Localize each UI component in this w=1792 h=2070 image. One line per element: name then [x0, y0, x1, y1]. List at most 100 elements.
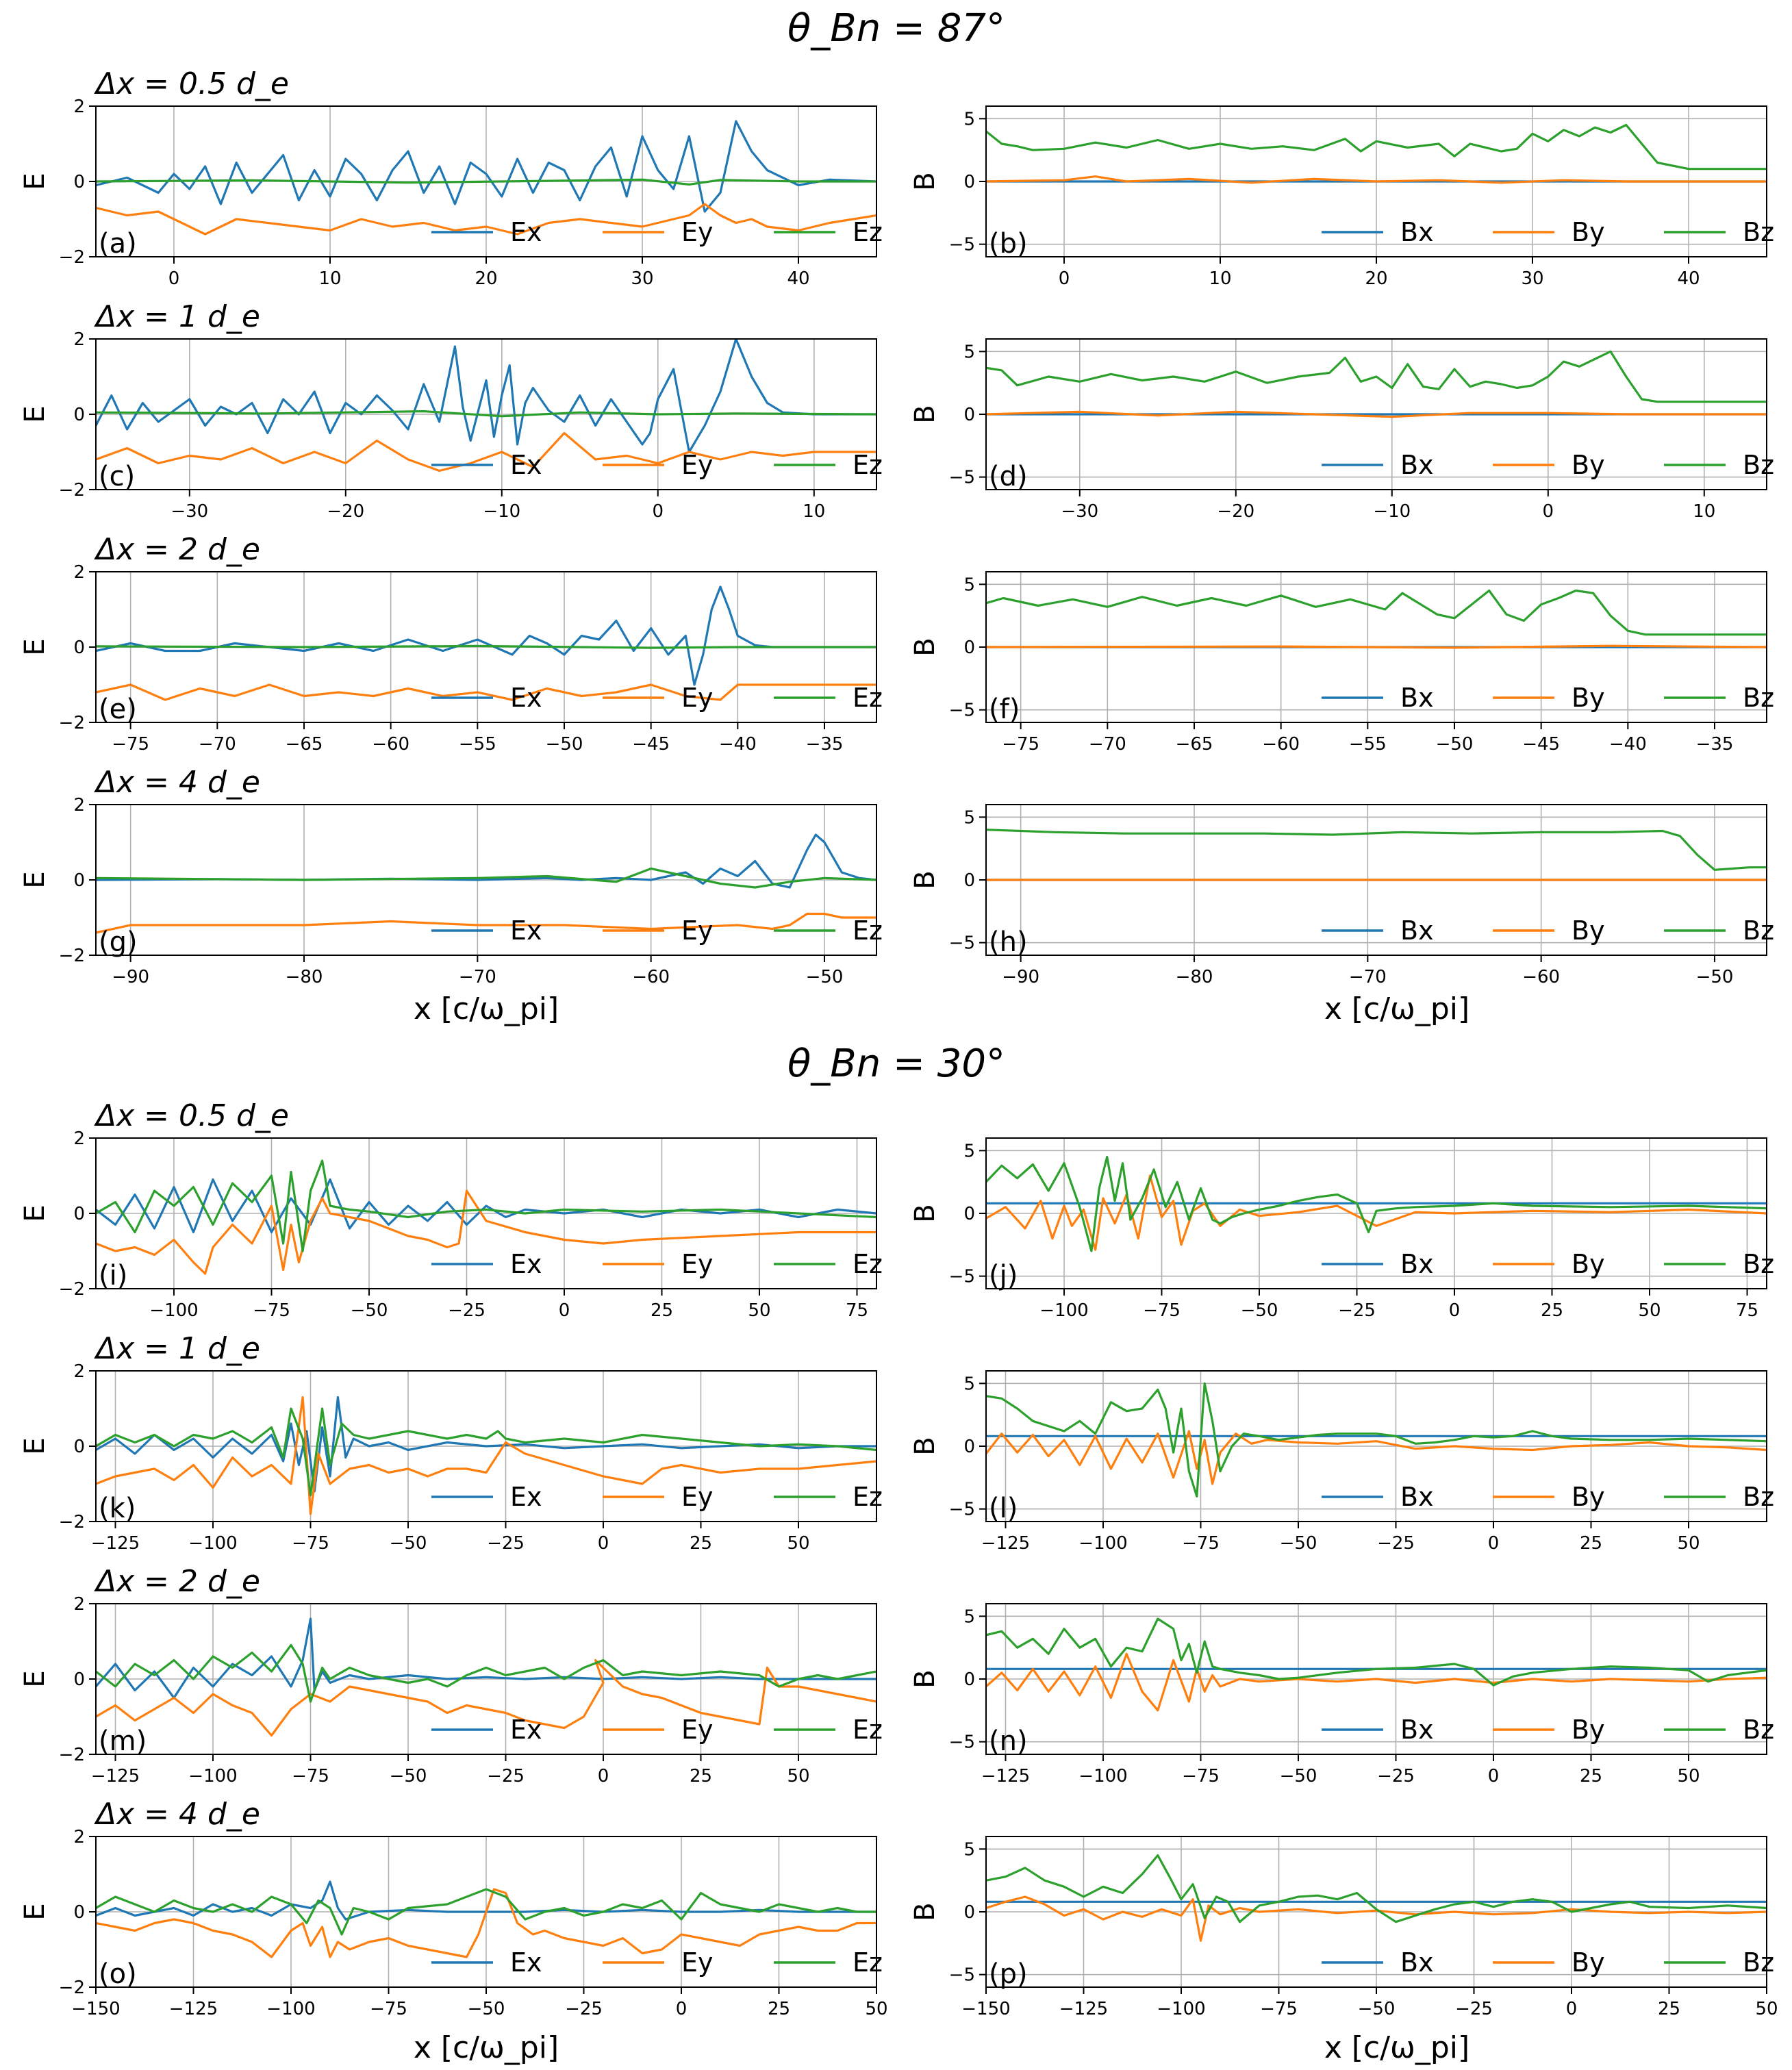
- panel-b: 0 10 20 30 40 −5 0 5 B (b) Bx By Bz: [909, 105, 1774, 289]
- x-tick-label: 0: [559, 1300, 570, 1321]
- series-group: [96, 1159, 876, 1275]
- x-tick-label: 20: [1365, 268, 1387, 289]
- x-axis-label-right-bottom: x [c/ω_pi]: [1324, 2030, 1469, 2065]
- x-tick-label: −100: [266, 1999, 315, 2019]
- series-ex: [96, 585, 876, 686]
- x-tick-label: −100: [1078, 1766, 1127, 1787]
- series-bz: [986, 829, 1767, 871]
- series-ey: [96, 683, 876, 701]
- legend-label-ex: Ex: [510, 217, 542, 247]
- y-tick-label: 5: [963, 1374, 975, 1394]
- x-tick-label: 50: [1638, 1300, 1661, 1321]
- series-ey: [96, 912, 876, 934]
- x-tick-label: −50: [806, 967, 844, 987]
- y-tick-label: −2: [59, 480, 85, 501]
- series-bz: [986, 589, 1767, 636]
- subplot-title: Δx = 2 d_e: [94, 1564, 260, 1599]
- y-tick-label: −2: [59, 713, 85, 733]
- legend-label-by: By: [1572, 1482, 1605, 1512]
- y-axis-label: E: [19, 173, 51, 190]
- legend-label-ez: Ez: [853, 1249, 883, 1279]
- series-group: [986, 123, 1767, 184]
- series-group: [96, 1396, 876, 1515]
- panel-tag: (m): [99, 1726, 147, 1757]
- x-tick-label: −100: [1157, 1999, 1205, 2019]
- x-tick-label: −50: [546, 734, 583, 755]
- series-ez: [96, 644, 876, 649]
- legend-label-by: By: [1572, 217, 1605, 247]
- x-tick-label: 25: [690, 1766, 712, 1787]
- legend-label-ex: Ex: [510, 1947, 542, 1978]
- x-tick-label: −25: [448, 1300, 485, 1321]
- x-tick-label: 50: [787, 1766, 809, 1787]
- x-tick-label: −100: [1039, 1300, 1088, 1321]
- x-tick-label: 0: [1449, 1300, 1461, 1321]
- subplot-title: Δx = 4 d_e: [94, 1797, 260, 1832]
- panel-tag: (c): [99, 461, 135, 492]
- x-tick-label: −75: [1002, 734, 1039, 755]
- subplot-title: Δx = 1 d_e: [94, 1331, 260, 1366]
- y-axis-label: B: [909, 1669, 941, 1688]
- y-tick-label: −5: [949, 235, 975, 255]
- y-tick-label: 2: [73, 1594, 85, 1615]
- series-group: [986, 1155, 1767, 1252]
- y-tick-label: 0: [73, 1669, 85, 1690]
- series-ez: [96, 1643, 876, 1703]
- panel-tag: (o): [99, 1958, 137, 1990]
- x-tick-label: −50: [1241, 1300, 1278, 1321]
- legend-label-bz: Bz: [1743, 1715, 1774, 1745]
- x-tick-label: −100: [149, 1300, 198, 1321]
- legend-label-ez: Ez: [853, 450, 883, 480]
- x-tick-label: −125: [981, 1766, 1030, 1787]
- x-tick-label: 50: [787, 1533, 809, 1554]
- x-tick-label: −70: [459, 967, 496, 987]
- y-tick-label: 0: [73, 870, 85, 891]
- y-axis-label: E: [19, 1670, 51, 1687]
- x-tick-label: 0: [598, 1766, 609, 1787]
- series-by: [986, 1174, 1767, 1251]
- x-tick-label: 75: [846, 1300, 868, 1321]
- x-tick-label: 10: [1693, 501, 1715, 522]
- x-tick-label: −25: [1455, 1999, 1493, 2019]
- series-bz: [986, 1617, 1767, 1687]
- x-tick-label: −20: [1217, 501, 1254, 522]
- y-axis-label: B: [909, 1204, 941, 1222]
- y-tick-label: −2: [59, 946, 85, 966]
- y-tick-label: −5: [949, 700, 975, 721]
- y-tick-label: −2: [59, 1745, 85, 1765]
- series-ey: [96, 1658, 876, 1737]
- x-tick-label: −50: [468, 1999, 505, 2019]
- x-tick-label: −125: [981, 1533, 1030, 1554]
- legend-label-bz: Bz: [1743, 1482, 1774, 1512]
- bottom-title: θ_Bn = 30°: [787, 1042, 1005, 1086]
- series-ey: [96, 203, 876, 236]
- x-tick-label: −50: [390, 1766, 427, 1787]
- series-ey: [96, 1189, 876, 1275]
- x-tick-label: 10: [803, 501, 825, 522]
- series-group: [986, 1382, 1767, 1498]
- y-tick-label: 0: [73, 1437, 85, 1457]
- legend-label-bz: Bz: [1743, 683, 1774, 713]
- legend-label-ex: Ex: [510, 1482, 542, 1512]
- x-axis-label-right-top: x [c/ω_pi]: [1324, 992, 1469, 1026]
- x-tick-label: 40: [1677, 268, 1700, 289]
- panel-d: −30 −20 −10 0 10 −5 0 5 B (d) Bx By Bz: [909, 338, 1774, 522]
- y-tick-label: 0: [73, 638, 85, 658]
- y-axis-label: E: [19, 638, 51, 655]
- x-tick-label: 40: [787, 268, 809, 289]
- y-tick-label: 5: [963, 342, 975, 362]
- x-tick-label: 25: [1541, 1300, 1563, 1321]
- series-group: [986, 350, 1767, 418]
- panel-a: 0 10 20 30 40 −2 0 2 E (a) Ex Ey Ez Δx = 0.5 d_e: [19, 66, 883, 289]
- y-axis-label: B: [909, 405, 941, 423]
- series-ex: [96, 120, 876, 213]
- legend-label-ez: Ez: [853, 916, 883, 946]
- y-tick-label: −5: [949, 1500, 975, 1520]
- series-ez: [96, 178, 876, 186]
- y-tick-label: −5: [949, 1732, 975, 1753]
- y-tick-label: 0: [963, 1902, 975, 1923]
- x-tick-label: 25: [1580, 1766, 1602, 1787]
